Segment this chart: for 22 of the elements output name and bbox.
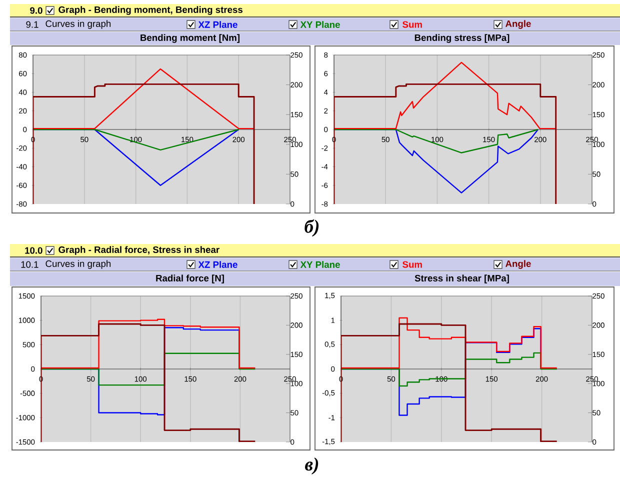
text: Curves in graph [46, 20, 111, 29]
text: 10.1 [21, 261, 38, 268]
text: XZ Plane [198, 21, 238, 28]
text: Sum [402, 21, 422, 28]
text: Curves in graph [46, 260, 111, 269]
text: Graph - Radial force, Stress in shear [58, 246, 220, 255]
text: Sum [402, 261, 422, 268]
text: XY Plane [300, 261, 340, 268]
text: Angle [506, 20, 531, 29]
text: XZ Plane [198, 261, 238, 268]
chart-title: Radial force [N] [156, 274, 224, 284]
text: XY Plane [300, 21, 340, 28]
chart-title: Bending stress [MPa] [414, 34, 510, 43]
text: б) [304, 219, 319, 237]
text: Graph - Bending moment, Bending stress [58, 6, 243, 15]
text: 9.0 [30, 7, 42, 14]
text: в) [305, 458, 318, 474]
text: 10.0 [25, 247, 42, 254]
text: Angle [506, 260, 531, 269]
chart-title: Bending moment [Nm] [140, 34, 240, 43]
text: 9.1 [26, 21, 38, 28]
chart-title: Stress in shear [MPa] [414, 274, 509, 284]
